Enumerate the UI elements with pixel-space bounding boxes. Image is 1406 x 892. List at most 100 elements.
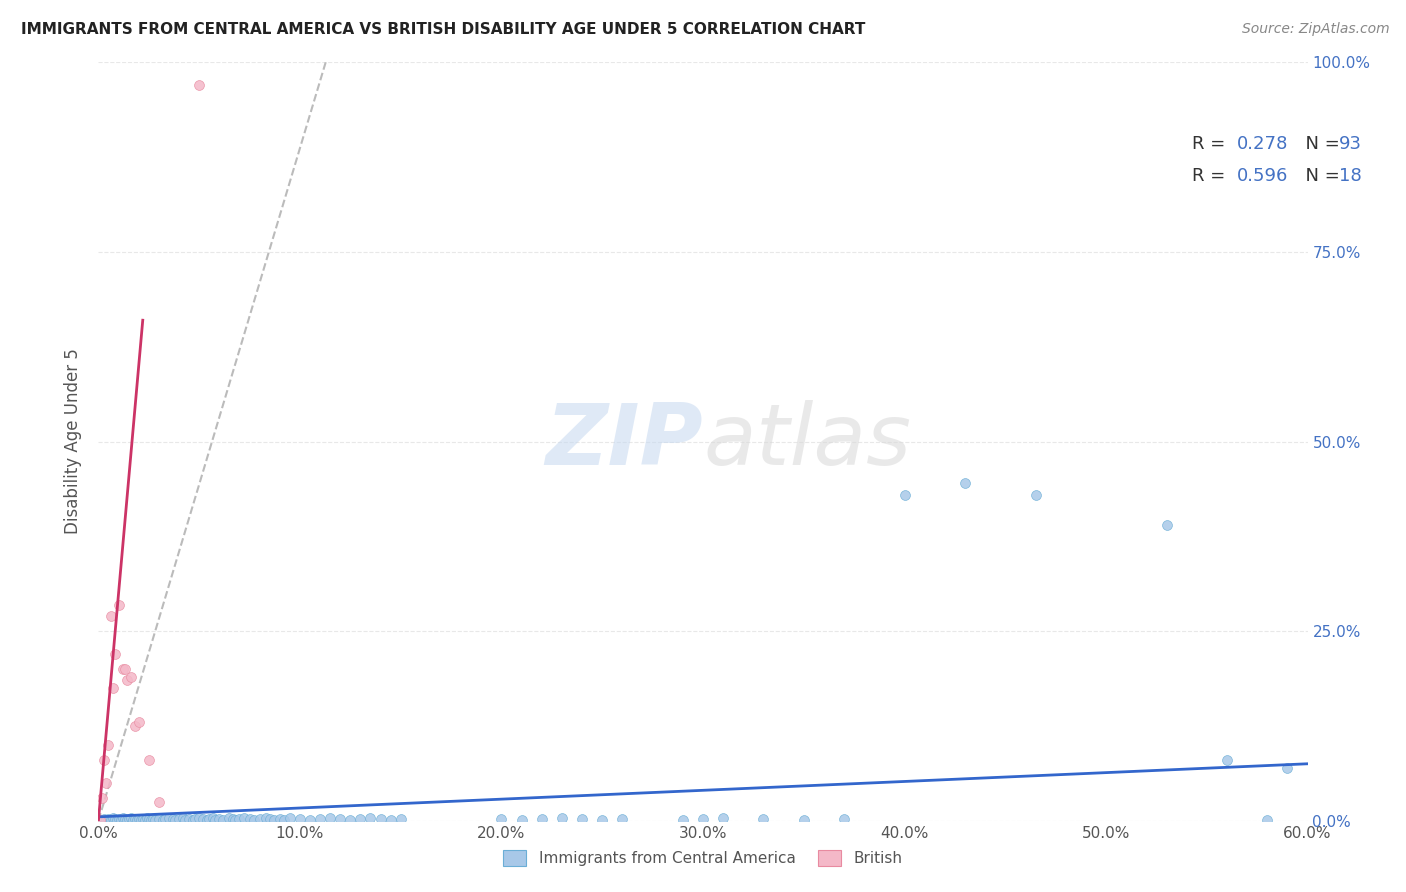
Text: atlas: atlas [703, 400, 911, 483]
Text: ZIP: ZIP [546, 400, 703, 483]
Point [138, 812, 160, 826]
Point [491, 812, 513, 826]
Point [1256, 813, 1278, 827]
Text: 0.278: 0.278 [1237, 135, 1288, 153]
Point [142, 812, 165, 826]
Text: R =: R = [1192, 167, 1230, 186]
Point [232, 811, 254, 825]
Point [188, 811, 211, 825]
Point [188, 78, 211, 92]
Point [114, 662, 136, 676]
Point [224, 813, 246, 827]
Point [152, 813, 174, 827]
Point [195, 813, 218, 827]
Point [128, 812, 150, 826]
Point [711, 811, 734, 825]
Point [254, 811, 277, 825]
Point [672, 813, 695, 827]
Point [89, 813, 111, 827]
Point [339, 813, 361, 827]
Point [101, 811, 124, 825]
Point [157, 811, 180, 825]
Text: Source: ZipAtlas.com: Source: ZipAtlas.com [1241, 22, 1389, 37]
Point [198, 812, 221, 826]
Point [148, 795, 170, 809]
Point [97, 738, 120, 752]
Point [1156, 517, 1178, 532]
Point [612, 812, 634, 826]
Point [135, 811, 157, 825]
Point [239, 812, 262, 826]
Point [162, 812, 184, 826]
Point [111, 662, 134, 676]
Point [278, 811, 301, 825]
Point [139, 813, 162, 827]
Point [1216, 753, 1239, 767]
Point [105, 813, 128, 827]
Point [107, 598, 129, 612]
Point [1025, 487, 1047, 501]
Point [96, 776, 118, 790]
Point [793, 813, 815, 827]
Point [380, 813, 402, 827]
Point [752, 812, 775, 826]
Point [249, 812, 271, 826]
Point [107, 812, 129, 826]
Point [124, 812, 146, 826]
Point [273, 813, 295, 827]
Point [114, 812, 136, 826]
Point [551, 811, 574, 825]
Point [100, 813, 122, 827]
Point [179, 812, 201, 826]
Point [349, 812, 371, 826]
Point [89, 813, 111, 827]
Point [953, 476, 976, 491]
Point [138, 753, 160, 767]
Point [510, 813, 533, 827]
Point [329, 812, 352, 826]
Point [181, 813, 204, 827]
Point [1277, 760, 1299, 774]
Point [93, 753, 115, 767]
Point [118, 812, 141, 826]
Point [148, 812, 170, 826]
Point [288, 812, 311, 826]
Point [208, 812, 231, 826]
Text: N =: N = [1295, 167, 1346, 186]
Point [91, 813, 114, 827]
Point [110, 813, 132, 827]
Point [242, 813, 264, 827]
Point [134, 813, 156, 827]
Point [228, 812, 250, 826]
Point [115, 673, 138, 688]
Point [96, 813, 118, 827]
Point [115, 813, 138, 827]
Point [172, 811, 194, 825]
Point [103, 647, 125, 661]
Text: 18: 18 [1340, 167, 1362, 186]
Legend: Immigrants from Central America, British: Immigrants from Central America, British [496, 842, 910, 873]
Point [832, 812, 855, 826]
Point [100, 608, 122, 623]
Point [167, 812, 190, 826]
Point [174, 813, 197, 827]
Point [93, 812, 115, 826]
Point [269, 812, 291, 826]
Text: N =: N = [1295, 135, 1346, 153]
Point [124, 719, 146, 733]
Point [204, 813, 226, 827]
Point [222, 812, 245, 826]
Text: R =: R = [1192, 135, 1230, 153]
Point [893, 487, 915, 501]
Text: IMMIGRANTS FROM CENTRAL AMERICA VS BRITISH DISABILITY AGE UNDER 5 CORRELATION CH: IMMIGRANTS FROM CENTRAL AMERICA VS BRITI… [21, 22, 866, 37]
Text: 0.596: 0.596 [1237, 167, 1288, 186]
Point [128, 715, 150, 730]
Point [125, 813, 148, 827]
Y-axis label: Disability Age Under 5: Disability Age Under 5 [65, 349, 83, 534]
Point [259, 812, 281, 826]
Point [121, 813, 143, 827]
Point [530, 812, 553, 826]
Point [91, 791, 114, 805]
Point [202, 811, 225, 825]
Point [184, 812, 207, 826]
